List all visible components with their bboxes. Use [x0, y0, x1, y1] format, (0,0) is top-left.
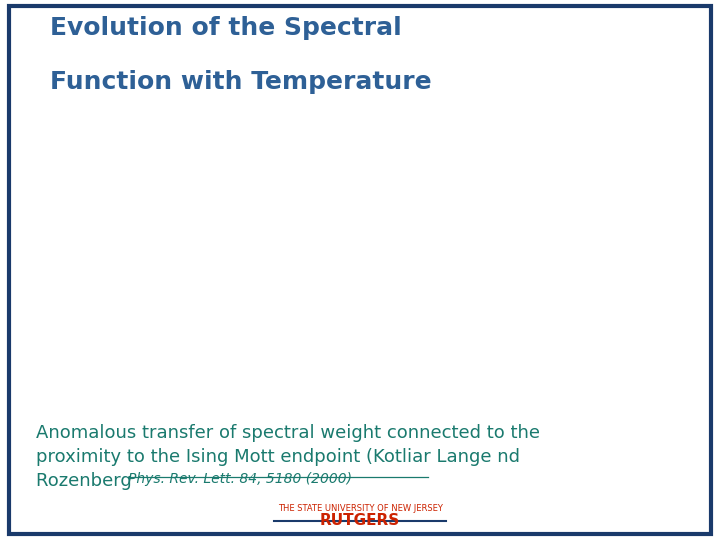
Y-axis label: Temperature: Temperature	[11, 244, 21, 310]
Text: Crossovers: Crossovers	[76, 210, 125, 219]
Y-axis label: $A(\omega)$: $A(\omega)$	[338, 261, 354, 292]
Text: Anomalous transfer of spectral weight connected to the: Anomalous transfer of spectral weight co…	[36, 424, 540, 442]
Text: THE STATE UNIVERSITY OF NEW JERSEY: THE STATE UNIVERSITY OF NEW JERSEY	[278, 504, 442, 513]
Text: Paramagnetic
Insulator: Paramagnetic Insulator	[225, 279, 287, 299]
Text: Rozenberg: Rozenberg	[36, 472, 138, 490]
Polygon shape	[184, 170, 230, 279]
Text: RUTGERS: RUTGERS	[320, 513, 400, 528]
X-axis label: $\omega$: $\omega$	[532, 433, 544, 446]
Text: proximity to the Ising Mott endpoint (Kotliar Lange nd: proximity to the Ising Mott endpoint (Ko…	[36, 448, 520, 466]
Text: Paramagnetic
Metal: Paramagnetic Metal	[76, 279, 138, 299]
Text: Evolution of the Spectral: Evolution of the Spectral	[50, 16, 402, 40]
Text: Phys. Rev. Lett. 84, 5180 (2000): Phys. Rev. Lett. 84, 5180 (2000)	[128, 472, 352, 487]
Legend: $(T-T_c)/T_c=-1.8\%$, $(T-T_c)/T_c=-0.9\%$, $(T-T_c)/T_c=0\%$, $(T-T_c)/T_c=+0.9: $(T-T_c)/T_c=-1.8\%$, $(T-T_c)/T_c=-0.9\…	[585, 149, 688, 213]
X-axis label: Interaction strength U: Interaction strength U	[150, 433, 264, 443]
Text: Function with Temperature: Function with Temperature	[50, 70, 432, 94]
